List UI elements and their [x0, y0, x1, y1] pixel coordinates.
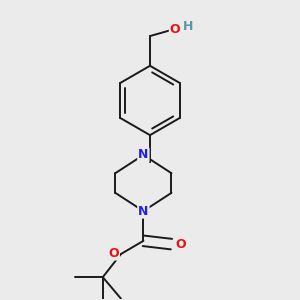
- Text: O: O: [108, 247, 119, 260]
- Text: O: O: [176, 238, 186, 250]
- Text: N: N: [138, 205, 148, 218]
- Text: O: O: [170, 22, 180, 36]
- Text: H: H: [183, 20, 193, 33]
- Text: N: N: [138, 148, 148, 161]
